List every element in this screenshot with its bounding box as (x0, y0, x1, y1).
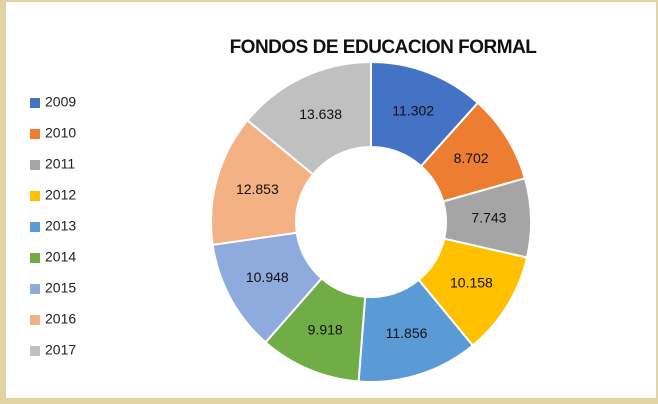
chart-title: FONDOS DE EDUCACION FORMAL (230, 37, 538, 58)
legend-swatch (30, 98, 40, 108)
donut-slice (246, 60, 372, 176)
data-label: 10.158 (450, 275, 493, 291)
legend-swatch (30, 315, 40, 325)
legend-label: 2012 (45, 187, 76, 203)
legend-swatch (30, 222, 40, 232)
legend-label: 2015 (45, 280, 76, 296)
legend-label: 2016 (45, 311, 76, 327)
data-label: 12.853 (236, 181, 279, 197)
data-label: 11.856 (386, 325, 428, 341)
data-label: 7.743 (471, 210, 506, 226)
data-label: 10.948 (246, 269, 289, 285)
data-label: 11.302 (392, 103, 434, 119)
legend-swatch (30, 284, 40, 294)
legend-label: 2009 (45, 94, 76, 110)
legend-swatch (30, 160, 40, 170)
legend-swatch (30, 346, 40, 356)
legend-label: 2017 (45, 342, 76, 358)
legend-swatch (30, 129, 40, 139)
data-label: 8.702 (454, 150, 489, 166)
data-label: 9.918 (308, 321, 343, 337)
legend-label: 2010 (45, 125, 76, 141)
legend-label: 2013 (45, 218, 76, 234)
legend-swatch (30, 253, 40, 263)
legend-label: 2011 (45, 156, 75, 172)
legend-swatch (30, 191, 40, 201)
legend-label: 2014 (45, 249, 76, 265)
data-label: 13.638 (299, 106, 342, 122)
